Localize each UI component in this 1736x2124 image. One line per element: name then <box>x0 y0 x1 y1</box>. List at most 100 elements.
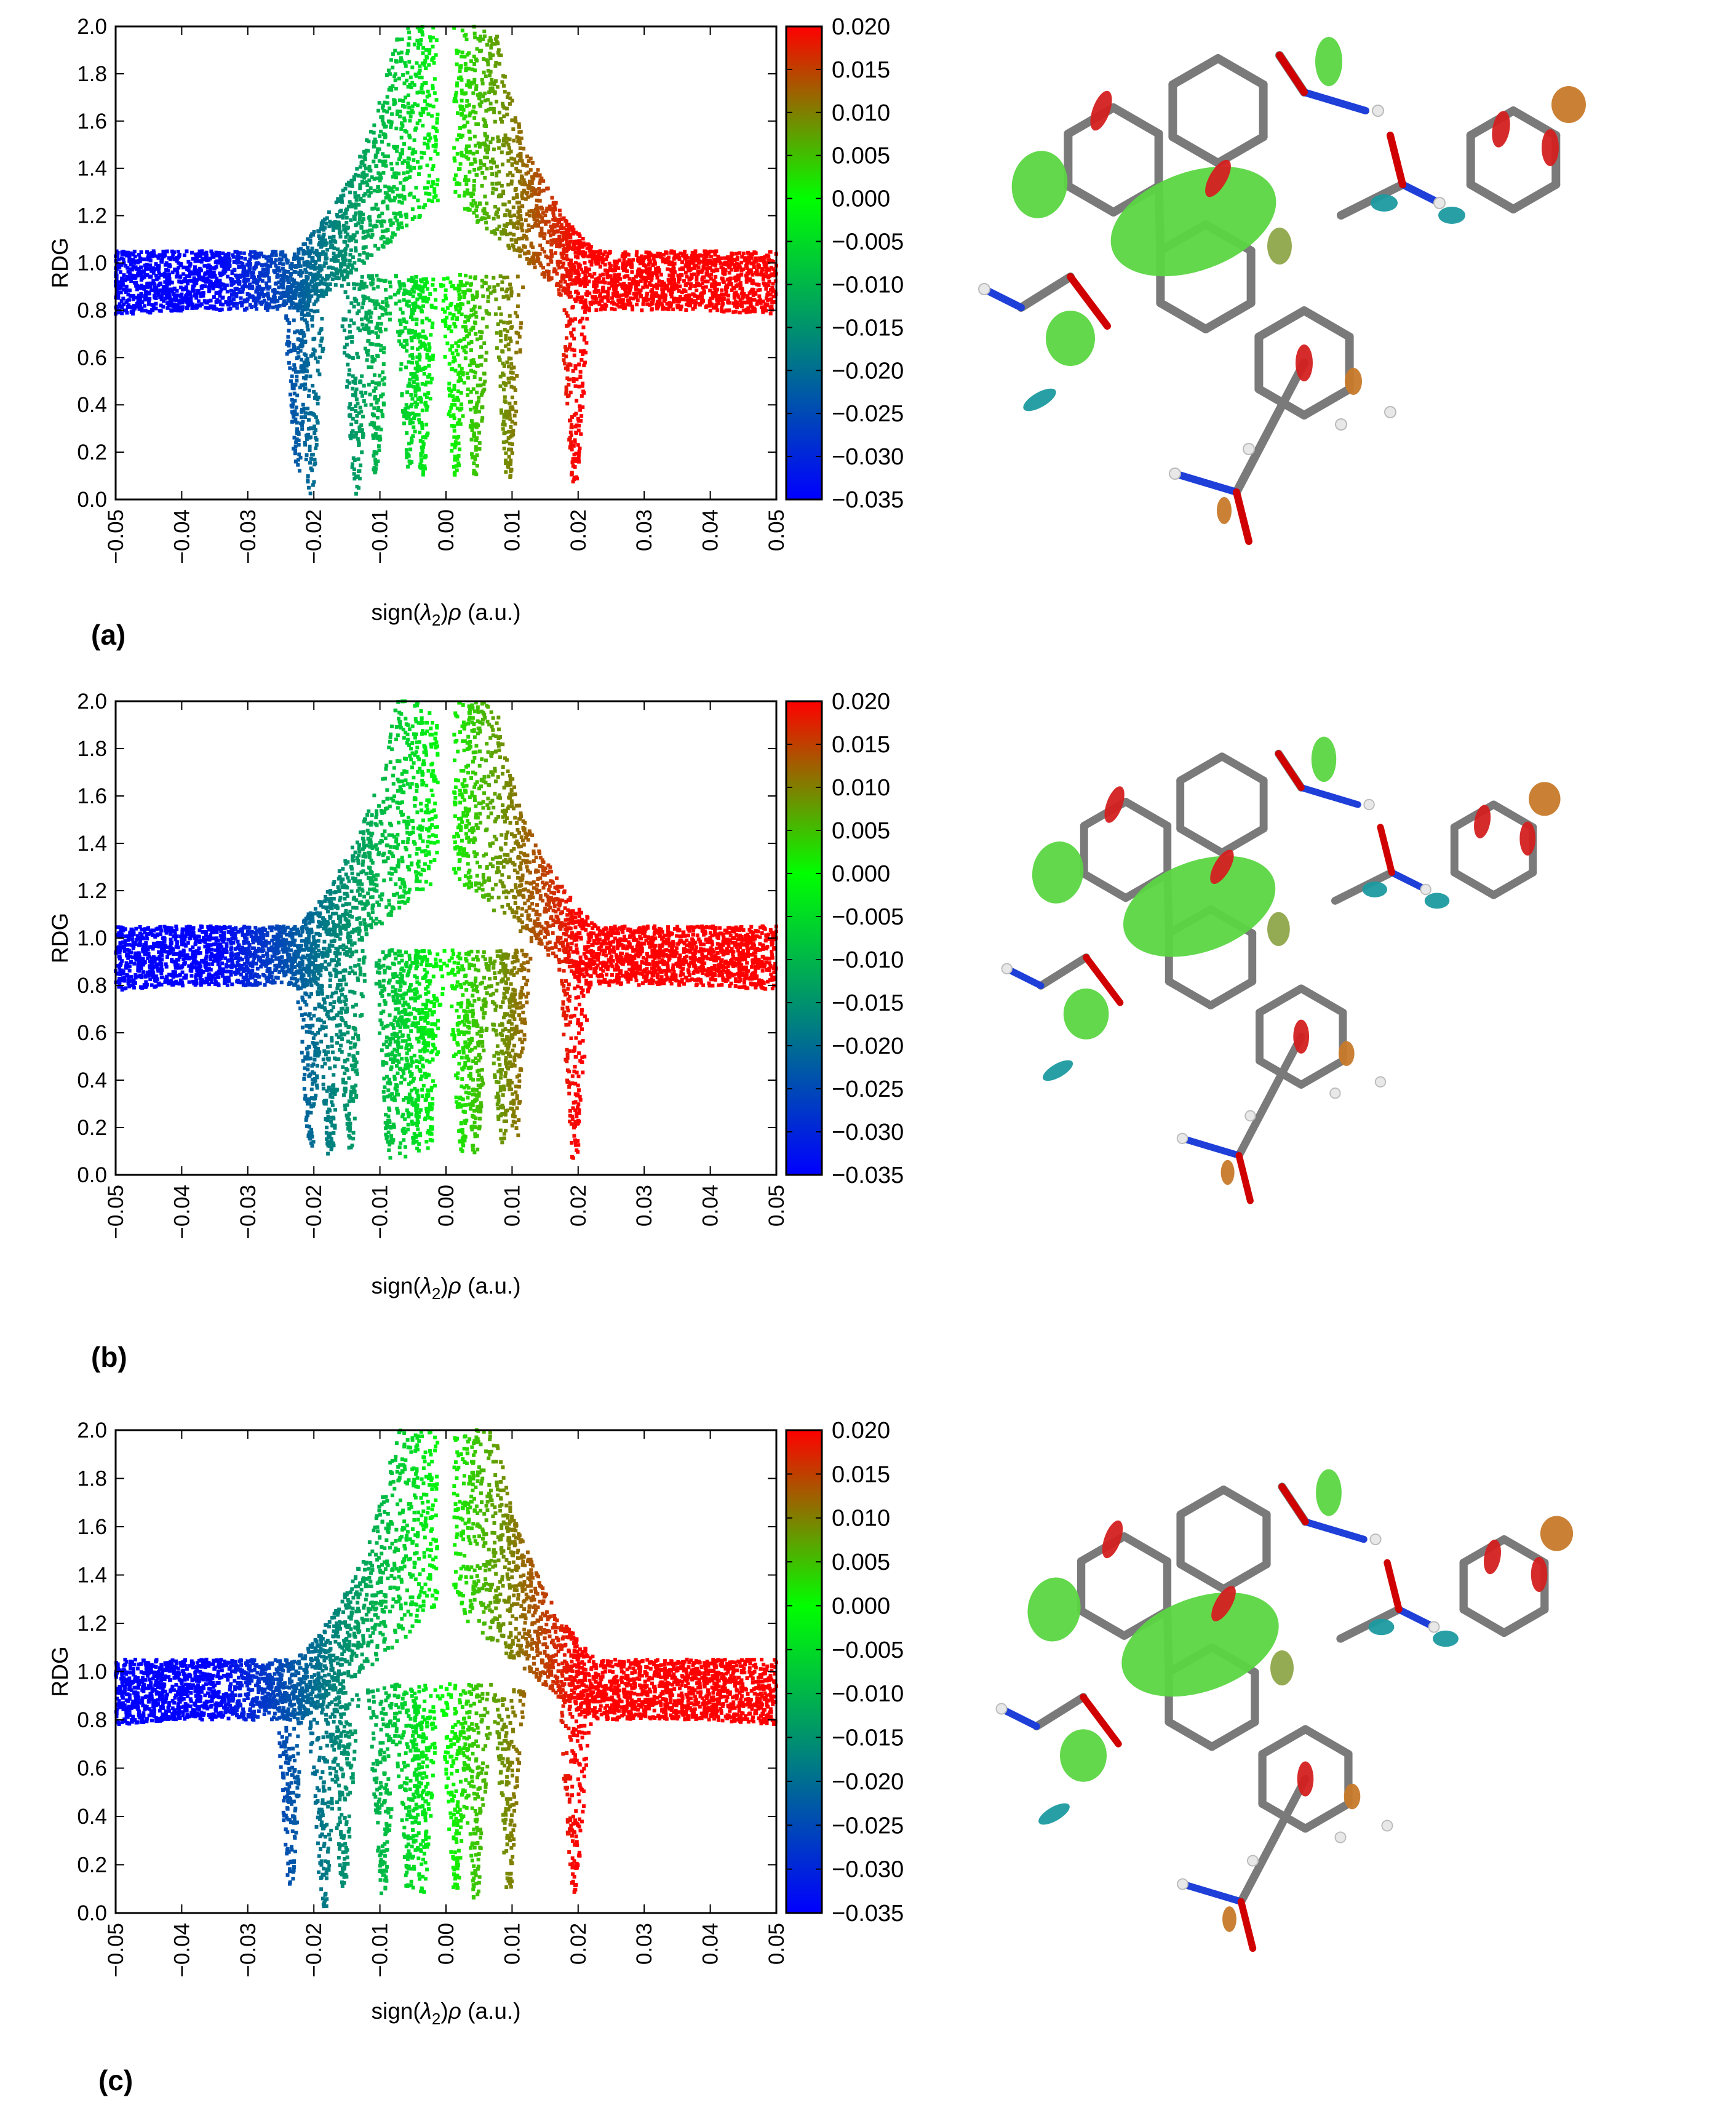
data-point <box>400 225 404 229</box>
data-point <box>351 356 355 360</box>
data-point <box>344 221 349 225</box>
data-point <box>306 276 310 280</box>
data-point <box>406 412 410 416</box>
data-point <box>226 274 230 279</box>
data-point <box>392 198 396 202</box>
data-point <box>370 380 375 384</box>
data-point <box>585 246 589 250</box>
data-point <box>369 402 373 407</box>
data-point <box>517 130 522 134</box>
data-point <box>641 302 645 306</box>
data-point <box>500 119 504 124</box>
data-point <box>541 220 545 224</box>
data-point <box>493 119 497 124</box>
data-point <box>581 250 585 254</box>
data-point <box>569 282 573 286</box>
data-point <box>549 276 554 280</box>
data-point <box>721 293 725 297</box>
data-point <box>400 161 405 165</box>
data-point <box>512 248 517 252</box>
data-point <box>292 447 296 451</box>
data-point <box>496 194 501 199</box>
data-point <box>131 293 135 298</box>
data-point <box>680 253 685 258</box>
data-point <box>544 254 548 258</box>
data-point <box>363 152 367 156</box>
data-point <box>501 74 506 78</box>
data-point <box>116 296 121 300</box>
data-point <box>189 270 193 274</box>
data-point <box>471 67 475 71</box>
data-point <box>308 238 313 242</box>
data-point <box>689 272 693 277</box>
data-point <box>434 53 438 57</box>
data-point <box>137 253 141 257</box>
data-point <box>434 306 438 310</box>
data-point <box>638 261 642 266</box>
data-point <box>397 299 402 303</box>
data-point <box>464 104 469 108</box>
data-point <box>417 71 421 75</box>
data-point <box>370 233 375 237</box>
data-point <box>509 237 514 242</box>
data-point <box>264 256 268 260</box>
data-point <box>432 61 436 65</box>
data-point <box>720 303 725 307</box>
data-point <box>560 223 564 227</box>
data-point <box>352 175 356 179</box>
data-point <box>255 307 259 311</box>
data-point <box>116 250 120 255</box>
data-point <box>299 383 303 388</box>
data-point <box>601 285 605 290</box>
data-point <box>307 388 311 392</box>
data-point <box>199 302 204 306</box>
data-point <box>382 154 386 159</box>
data-point <box>305 364 309 368</box>
data-point <box>358 186 362 191</box>
data-point <box>592 250 596 254</box>
data-point <box>168 288 172 293</box>
data-point <box>318 356 322 360</box>
data-point <box>328 239 333 244</box>
data-point <box>381 152 385 156</box>
data-point <box>345 244 349 248</box>
data-point <box>421 299 426 303</box>
data-point <box>512 157 517 161</box>
data-point <box>460 54 464 58</box>
data-point <box>172 298 176 302</box>
data-point <box>374 153 378 157</box>
data-point <box>457 194 461 198</box>
data-point <box>227 296 231 301</box>
data-point <box>475 47 479 51</box>
data-point <box>389 223 393 227</box>
data-point <box>430 325 434 329</box>
data-point <box>154 301 158 306</box>
data-point <box>458 167 462 171</box>
data-point <box>175 271 180 276</box>
data-point <box>581 270 586 274</box>
data-point <box>492 110 496 114</box>
data-point <box>344 343 349 347</box>
data-point <box>471 199 476 203</box>
data-point <box>349 218 353 222</box>
data-point <box>316 252 321 256</box>
data-point <box>538 243 543 247</box>
data-point <box>571 278 575 282</box>
data-point <box>340 284 344 288</box>
data-point <box>468 137 472 141</box>
data-point <box>486 98 490 102</box>
data-point <box>420 86 424 90</box>
data-point <box>175 256 179 260</box>
data-point <box>596 300 600 304</box>
data-point <box>369 319 373 324</box>
data-point <box>468 85 472 89</box>
data-point <box>477 102 482 106</box>
data-point <box>368 423 373 427</box>
data-point <box>292 386 296 391</box>
data-point <box>332 239 336 243</box>
data-point <box>306 432 311 437</box>
data-point <box>376 444 381 448</box>
data-point <box>483 142 487 146</box>
data-point <box>547 229 551 233</box>
data-point <box>677 277 682 281</box>
